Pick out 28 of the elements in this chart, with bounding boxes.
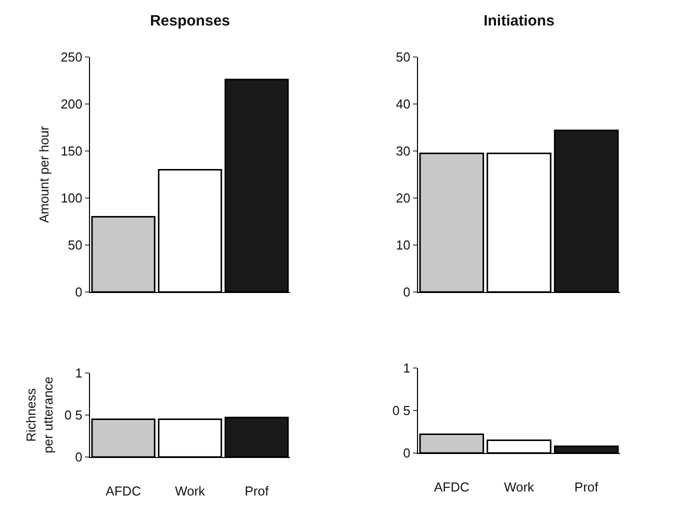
y-tick-label: 0 5 — [64, 408, 82, 423]
y-tick-label: 20 — [396, 190, 410, 206]
x-tick-label: Prof — [574, 480, 599, 495]
x-tick-label: Work — [504, 480, 535, 495]
y-tick-label: 0 — [403, 446, 410, 461]
y-tick-label: 30 — [396, 144, 410, 159]
y-tick-label: 50 — [396, 50, 410, 65]
x-tick-label: Work — [174, 484, 206, 499]
x-tick-label: AFDC — [434, 480, 470, 495]
y-tick-label: 40 — [396, 96, 410, 112]
y-tick-label: 0 5 — [392, 403, 410, 418]
y-tick-label: 0 — [75, 284, 82, 300]
y-tick-label: 1 — [75, 366, 82, 381]
y-axis-title: Amount per hour — [36, 125, 52, 223]
x-tick-label: Prof — [244, 484, 269, 499]
y-tick-label: 200 — [60, 96, 82, 112]
chart-title: Initiations — [484, 12, 554, 30]
x-tick-label: AFDC — [106, 484, 142, 499]
y-tick-label: 1 — [403, 360, 410, 376]
y-axis-title: Richness per utterance — [23, 376, 56, 454]
y-tick-label: 250 — [60, 50, 82, 65]
y-tick-label: 150 — [60, 144, 82, 159]
y-tick-label: 0 — [75, 450, 82, 465]
y-tick-label: 100 — [60, 190, 82, 206]
y-tick-label: 50 — [68, 238, 82, 253]
y-tick-label: 10 — [396, 238, 410, 253]
y-tick-label: 0 — [403, 284, 410, 300]
chart-title: Responses — [150, 12, 230, 30]
